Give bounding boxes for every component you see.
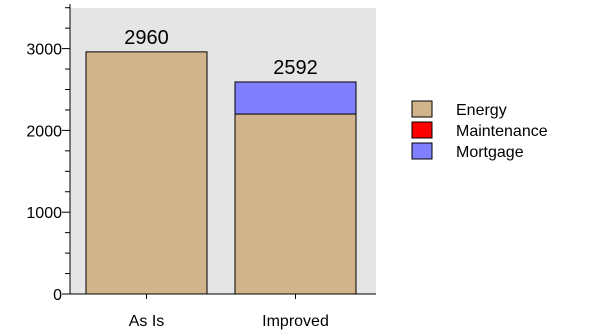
legend-swatch-mortgage [412, 143, 432, 159]
y-tick-label: 1000 [26, 205, 62, 222]
x-axis: As Is Improved [70, 294, 376, 330]
bar-total-label: 2592 [273, 57, 318, 79]
legend-label-mortgage: Mortgage [456, 144, 524, 161]
bar-mortgage-improved [235, 82, 356, 114]
legend-label-energy: Energy [456, 102, 507, 119]
bar-energy-as-is [86, 52, 207, 294]
legend-swatch-energy [412, 101, 432, 117]
x-tick-label: Improved [262, 313, 329, 330]
legend-swatch-maintenance [412, 122, 432, 138]
bar-energy-improved [235, 114, 356, 294]
y-tick-label: 0 [53, 287, 62, 304]
bar-total-label: 2960 [124, 27, 169, 49]
y-tick-label: 3000 [26, 42, 62, 59]
legend-label-maintenance: Maintenance [456, 123, 548, 140]
y-tick-label: 2000 [26, 123, 62, 140]
legend: Energy Maintenance Mortgage [412, 101, 548, 161]
x-tick-label: As Is [129, 313, 165, 330]
y-axis: 0 1000 2000 3000 [26, 4, 70, 304]
